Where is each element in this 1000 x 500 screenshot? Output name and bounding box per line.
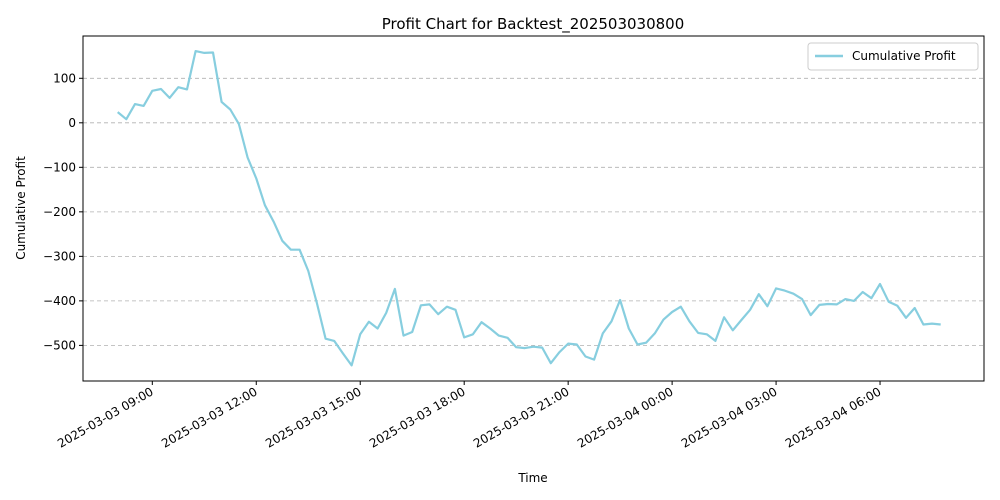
x-tick-label: 2025-03-03 12:00 (159, 384, 260, 450)
y-axis-label: Cumulative Profit (14, 156, 28, 260)
legend: Cumulative Profit (807, 42, 979, 71)
series-line-cumulative-profit (116, 49, 941, 367)
grid-lines (83, 77, 984, 346)
x-tick-label: 2025-03-04 06:00 (783, 384, 884, 450)
chart-title: Profit Chart for Backtest_202503030800 (382, 15, 685, 34)
y-axis: 100 0 −100 −200 −300 −400 −500 (43, 71, 83, 352)
y-tick-label: −300 (43, 249, 76, 263)
legend-label: Cumulative Profit (852, 49, 956, 63)
y-tick-label: 100 (53, 71, 76, 85)
x-tick-label: 2025-03-04 03:00 (679, 384, 780, 450)
x-tick-label: 2025-03-03 21:00 (471, 384, 572, 450)
legend-box (807, 42, 979, 71)
y-tick-label: −200 (43, 205, 76, 219)
x-tick-label: 2025-03-03 15:00 (263, 384, 364, 450)
x-axis-label: Time (517, 471, 547, 485)
x-axis: 2025-03-03 09:00 2025-03-03 12:00 2025-03-… (55, 381, 884, 451)
y-tick-label: −400 (43, 294, 76, 308)
plot-area-frame (82, 35, 985, 382)
x-tick-label: 2025-03-03 09:00 (55, 384, 156, 450)
y-tick-label: 0 (68, 116, 76, 130)
y-tick-label: −100 (43, 160, 76, 174)
series-layer (116, 49, 941, 367)
x-tick-label: 2025-03-03 18:00 (367, 384, 468, 450)
x-tick-label: 2025-03-04 00:00 (575, 384, 676, 450)
y-tick-label: −500 (43, 338, 76, 352)
